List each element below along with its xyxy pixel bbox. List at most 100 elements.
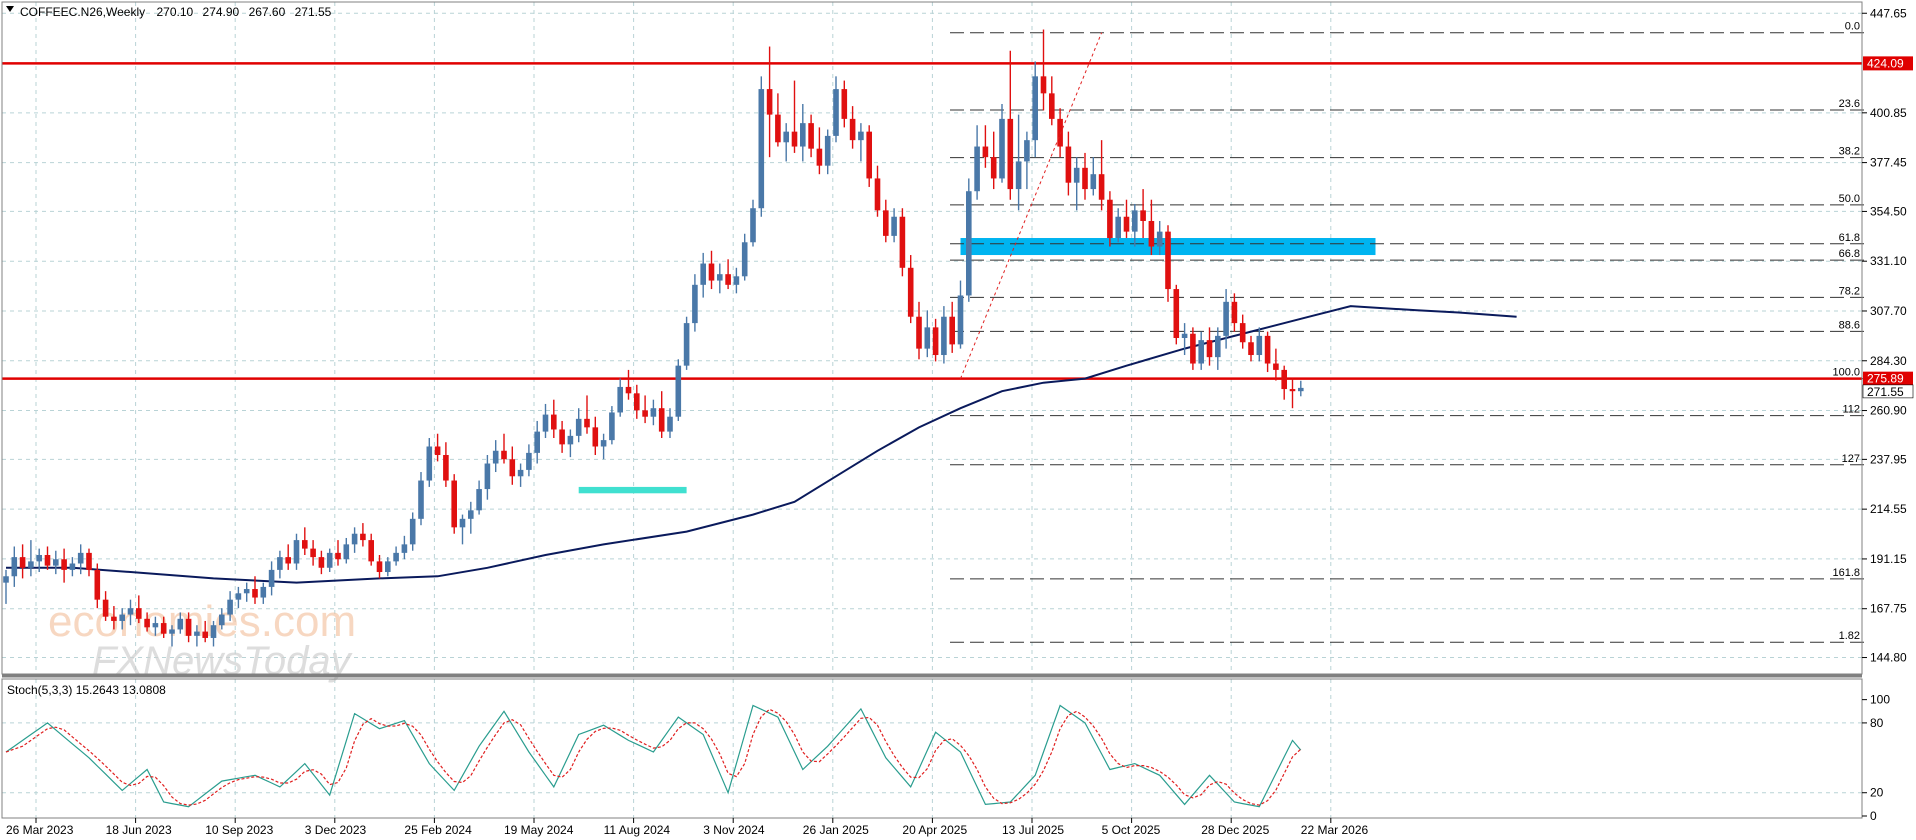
- candle-body: [476, 489, 482, 511]
- price-line-tag-text: 424.09: [1867, 56, 1904, 70]
- candle-body: [575, 418, 582, 436]
- candle-body: [692, 284, 698, 324]
- grid-lines: [2, 2, 1862, 818]
- candle-body: [725, 274, 731, 285]
- candle-body: [966, 191, 972, 296]
- candle-body: [1082, 167, 1088, 190]
- candle-body: [219, 614, 225, 626]
- fib-level-label: 0.0: [1845, 21, 1860, 33]
- candle-body: [360, 533, 366, 541]
- candle-body: [567, 435, 574, 445]
- candle-body: [1273, 363, 1279, 370]
- horizontal-price-lines: [2, 62, 1862, 380]
- candle-body: [202, 631, 208, 638]
- moving-average-line: [6, 305, 1517, 584]
- candle-body: [924, 327, 931, 349]
- candle-body: [434, 446, 441, 456]
- candle-body: [1190, 333, 1196, 364]
- candle-body: [858, 131, 864, 141]
- date-tick-label: 25 Feb 2024: [404, 823, 472, 837]
- fib-level-label: 66.8: [1839, 248, 1860, 260]
- candle-body: [941, 316, 947, 356]
- fib-trend-line: [960, 32, 1103, 379]
- candle-body: [542, 414, 549, 432]
- date-tick-label: 28 Dec 2025: [1201, 823, 1269, 837]
- candle-body: [1289, 389, 1296, 392]
- candle-body: [1049, 93, 1055, 119]
- price-line-tag: [1863, 56, 1913, 71]
- candle-body: [293, 540, 300, 564]
- candle-body: [982, 146, 989, 158]
- candle-body: [61, 559, 67, 570]
- candle-body: [102, 599, 109, 617]
- candle-body: [551, 414, 557, 430]
- candle-body: [310, 548, 316, 558]
- candle-body: [235, 593, 242, 600]
- candle-body: [44, 554, 51, 566]
- candle-body: [866, 131, 872, 179]
- candle-body: [1132, 210, 1138, 232]
- candle-body: [592, 427, 599, 447]
- dropdown-triangle-icon[interactable]: [6, 6, 14, 12]
- candle-body: [451, 480, 457, 528]
- candle-body: [932, 327, 939, 356]
- candle-body: [285, 557, 291, 564]
- price-tick-label: 260.90: [1870, 404, 1907, 418]
- price-tick-label: 237.95: [1870, 452, 1907, 466]
- candle-body: [1123, 216, 1130, 232]
- fib-level-label: 112: [1842, 404, 1860, 416]
- chart-title: COFFEEC.N26,Weekly 270.10 274.90 267.60 …: [20, 5, 332, 19]
- candle-body: [1115, 216, 1121, 239]
- candle-body: [1223, 301, 1229, 336]
- candle-body: [1248, 342, 1254, 356]
- candle-body: [19, 557, 26, 568]
- candle-body: [974, 146, 980, 192]
- date-tick-label: 26 Jan 2025: [803, 823, 869, 837]
- price-tick-label: 191.15: [1870, 552, 1907, 566]
- price-tick-label: 307.70: [1870, 304, 1907, 318]
- candle-body: [625, 386, 632, 394]
- date-tick-label: 26 Mar 2023: [6, 823, 74, 837]
- candle-body: [609, 412, 615, 441]
- candle-body: [708, 263, 715, 281]
- fib-level-label: 50.0: [1839, 193, 1860, 205]
- candle-body: [517, 469, 524, 477]
- candle-body: [1198, 340, 1204, 364]
- candle-body: [741, 242, 748, 277]
- candle-body: [468, 510, 474, 519]
- candle-body: [1264, 335, 1271, 364]
- candle-body: [28, 561, 34, 568]
- price-zone: [578, 486, 687, 494]
- date-tick-label: 10 Sep 2023: [205, 823, 273, 837]
- candle-body: [775, 114, 781, 143]
- candle-body: [227, 599, 233, 615]
- candle-body: [949, 316, 955, 345]
- candle-body: [1239, 323, 1246, 343]
- date-tick-label: 11 Aug 2024: [604, 823, 671, 837]
- candle-body: [393, 552, 399, 562]
- fib-level-label: 78.2: [1839, 285, 1860, 297]
- candle-body: [816, 148, 823, 166]
- candle-body: [144, 618, 150, 628]
- candle-body: [277, 557, 283, 570]
- candle-body: [891, 216, 897, 236]
- candle-body: [1032, 76, 1038, 141]
- watermark: economies.com FXNewsToday: [48, 597, 356, 683]
- stoch-tick-label: 20: [1870, 786, 1884, 800]
- candle-body: [1040, 76, 1047, 94]
- candle-body: [484, 463, 491, 490]
- candlesticks: [3, 29, 1304, 647]
- candle-body: [717, 274, 723, 281]
- date-tick-label: 18 Jun 2023: [106, 823, 172, 837]
- candle-body: [899, 216, 906, 268]
- price-tick-label: 214.55: [1870, 502, 1907, 516]
- candle-body: [766, 89, 773, 115]
- candle-body: [459, 518, 466, 528]
- candle-body: [368, 540, 374, 562]
- candle-body: [916, 316, 922, 349]
- candle-body: [86, 552, 92, 570]
- price-tick-label: 284.30: [1870, 354, 1907, 368]
